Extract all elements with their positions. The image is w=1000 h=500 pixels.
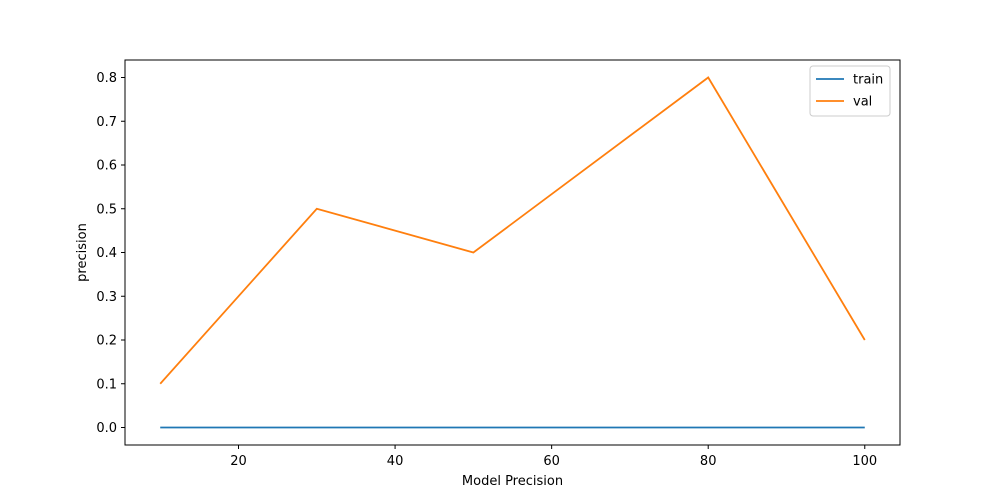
legend-label-train: train — [853, 73, 883, 88]
x-tick-label: 80 — [700, 454, 717, 469]
legend: train val — [809, 65, 891, 117]
y-tick-label: 0.7 — [96, 115, 117, 130]
x-tick-label: 60 — [543, 454, 560, 469]
plot-area — [124, 59, 901, 446]
series-layer — [159, 76, 866, 429]
y-tick-label: 0.6 — [96, 159, 117, 174]
axes-frame — [124, 59, 901, 446]
y-axis-ticks: 0.0 0.1 0.2 0.3 0.4 0.5 0.6 0.7 0.8 — [96, 71, 125, 436]
x-tick-label: 20 — [230, 454, 247, 469]
x-axis-label: Model Precision — [462, 474, 563, 489]
legend-label-val: val — [853, 95, 872, 110]
y-axis-label: precision — [75, 223, 90, 282]
y-tick-label: 0.2 — [96, 334, 117, 349]
y-tick-label: 0.4 — [96, 246, 117, 261]
x-tick-label: 40 — [387, 454, 404, 469]
series-line-val — [159, 76, 866, 385]
y-tick-label: 0.5 — [96, 202, 117, 217]
x-axis-ticks: 20 40 60 80 100 — [230, 445, 877, 469]
y-tick-label: 0.0 — [96, 421, 117, 436]
y-tick-label: 0.1 — [96, 377, 117, 392]
y-tick-label: 0.8 — [96, 71, 117, 86]
x-tick-label: 100 — [852, 454, 877, 469]
y-tick-label: 0.3 — [96, 290, 117, 305]
